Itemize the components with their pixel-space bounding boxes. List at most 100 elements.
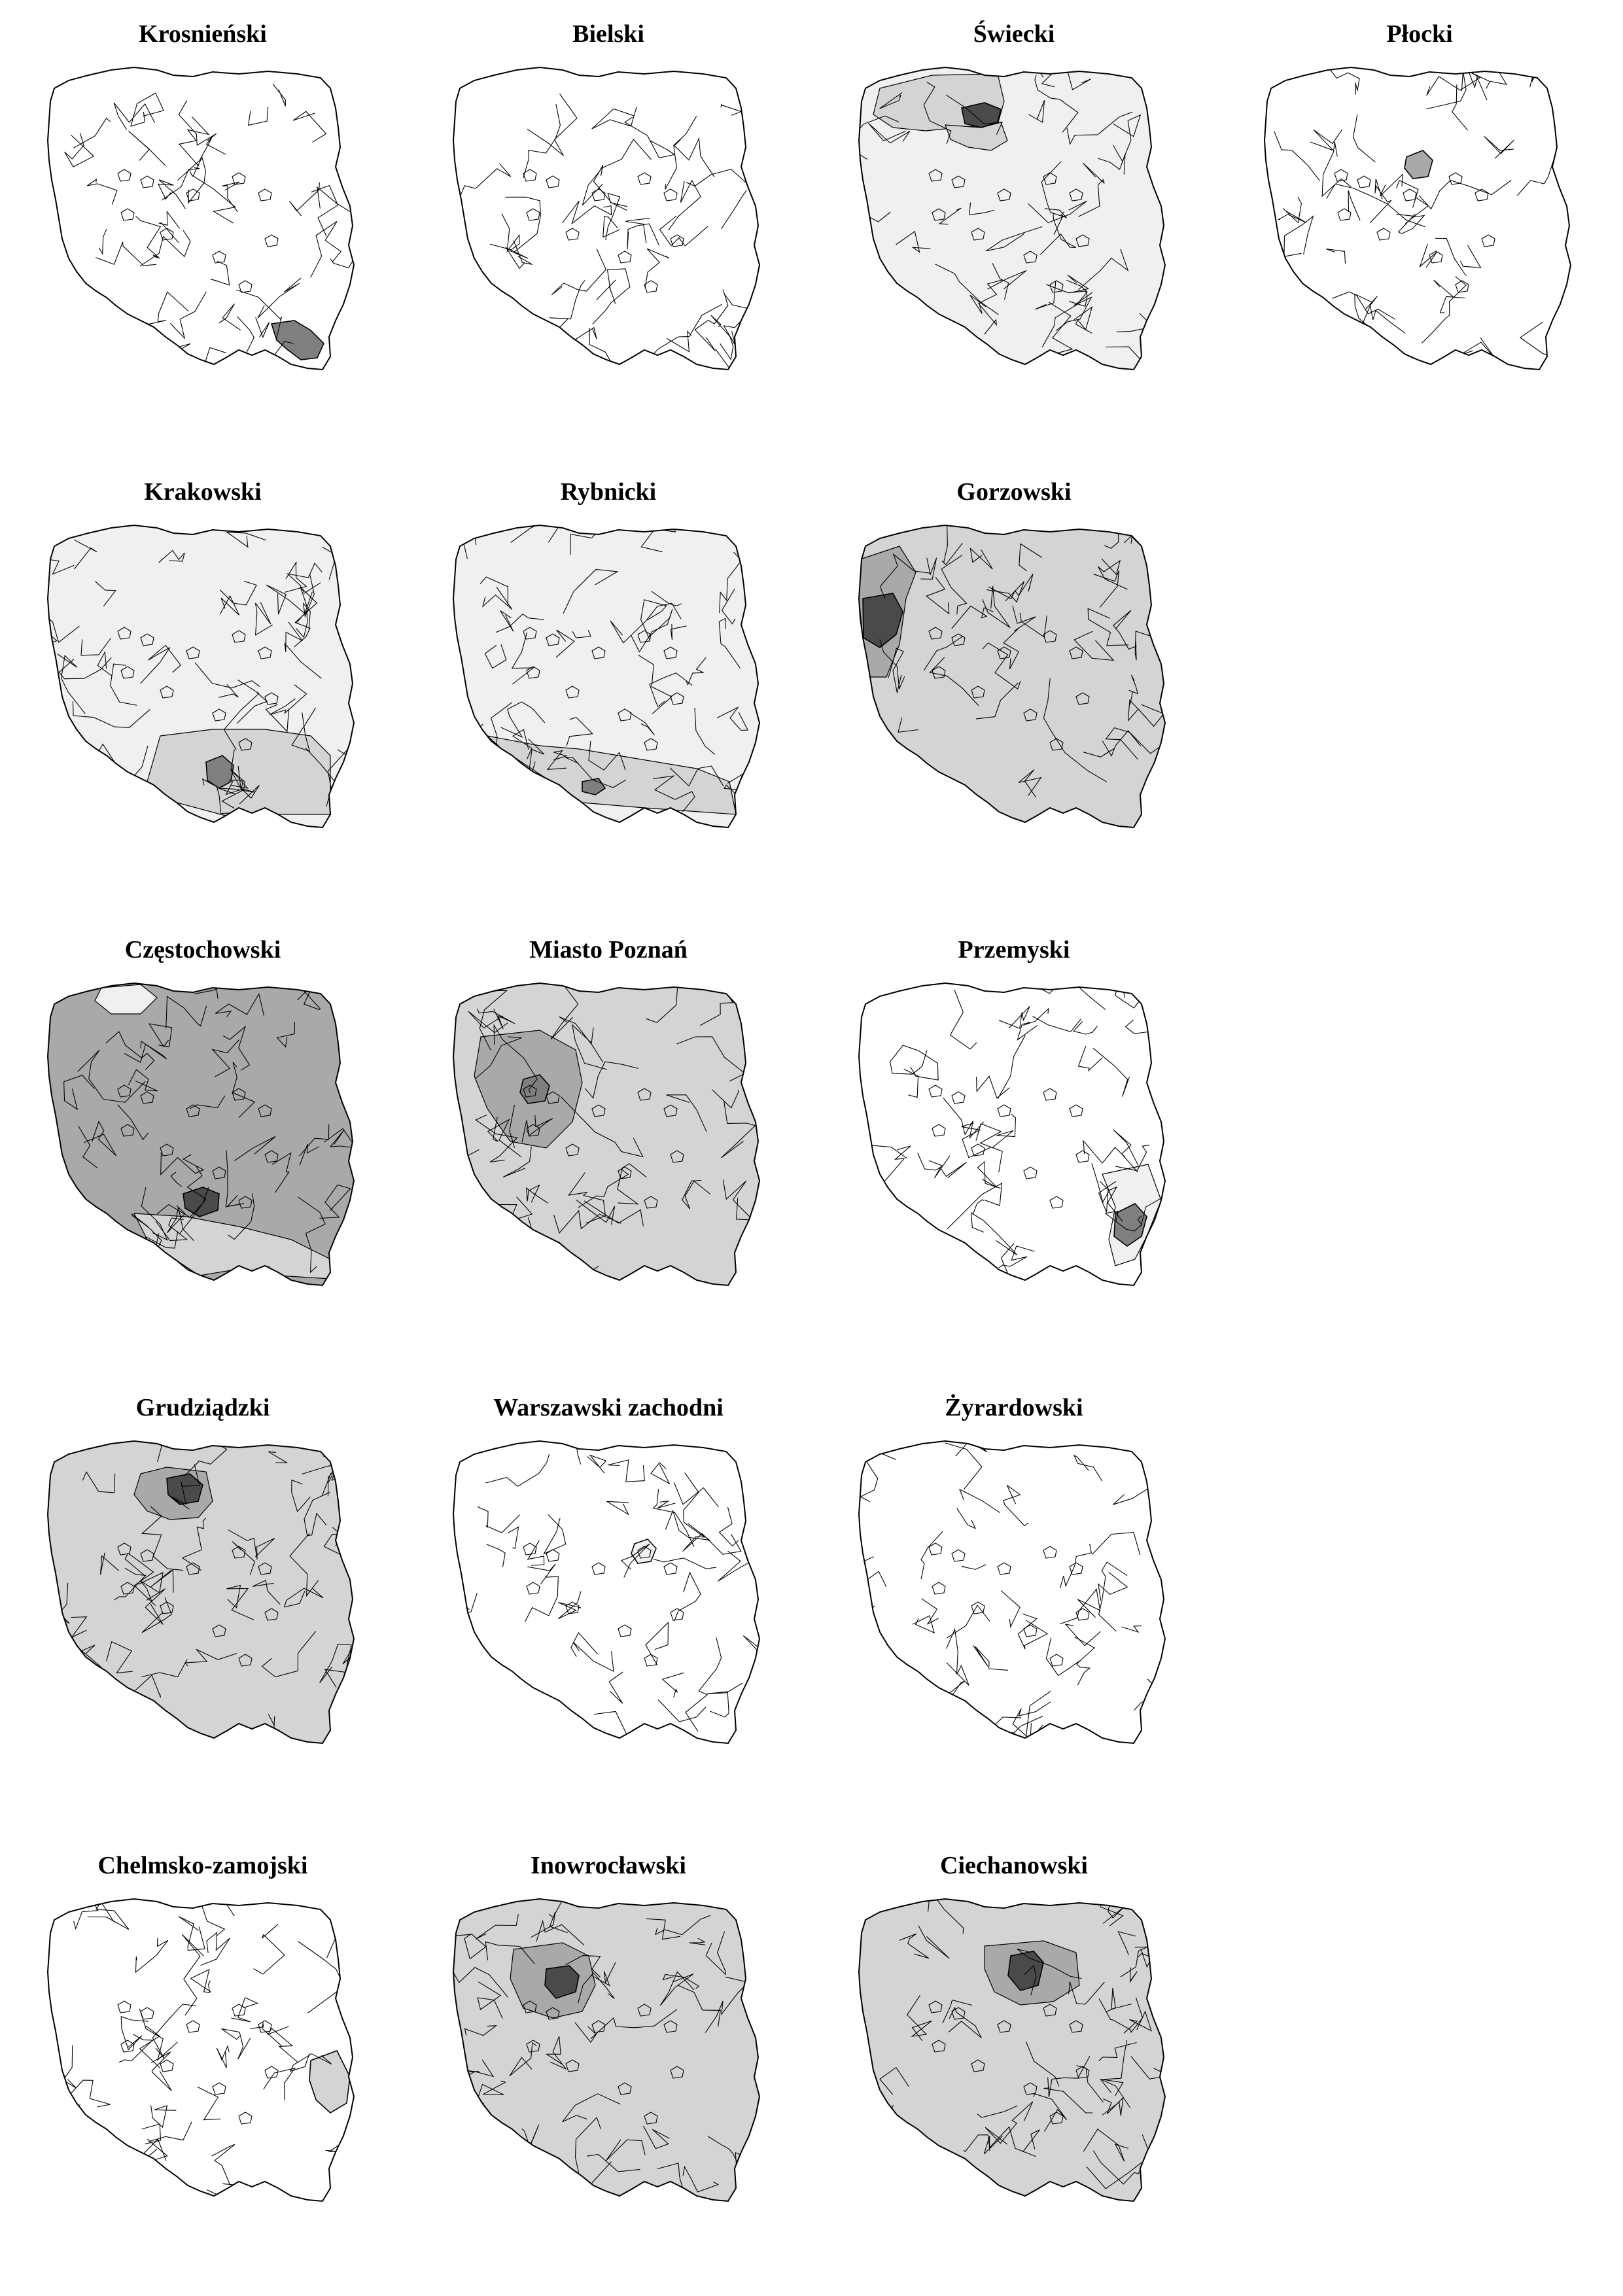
district-border: [637, 630, 652, 643]
district-border: [1098, 2042, 1137, 2062]
district-border: [718, 1506, 739, 1547]
district-border: [618, 2082, 632, 2095]
district-border: [496, 614, 544, 633]
district-border: [972, 1644, 1009, 1671]
district-border: [975, 1075, 1010, 1099]
district-border: [716, 706, 748, 731]
poland-map-svg: [858, 1898, 1166, 2202]
district-border: [178, 116, 210, 167]
district-border: [132, 1269, 154, 1285]
country-outline: [858, 982, 1166, 1287]
map-panel-grudziadzki: Grudziądzki: [13, 1380, 393, 1838]
district-border: [84, 1121, 117, 1157]
district-border: [474, 2127, 511, 2154]
country-outline: [46, 1898, 355, 2202]
district-border: [475, 1036, 522, 1079]
district-border: [625, 218, 650, 243]
district-border: [958, 1488, 1000, 1513]
district-border: [1022, 1007, 1049, 1026]
district-border: [987, 270, 1027, 290]
district-border: [521, 2124, 540, 2148]
district-border: [48, 610, 80, 646]
district-border: [480, 1709, 511, 1743]
district-border: [486, 1228, 518, 1250]
district-border: [212, 708, 226, 722]
focus-region: [183, 1187, 220, 1217]
district-border: [64, 2079, 111, 2108]
district-border: [918, 1925, 950, 1959]
district-border: [232, 341, 294, 370]
poland-map-svg: [858, 524, 1166, 829]
district-border: [670, 1150, 684, 1163]
district-border: [150, 2051, 172, 2091]
district-border: [523, 103, 561, 179]
district-border: [211, 1039, 239, 1077]
district-border: [617, 1163, 647, 1205]
district-border: [1060, 1588, 1101, 1625]
district-border: [272, 84, 286, 107]
poland-map-svg: [452, 66, 761, 371]
district-border: [98, 2168, 145, 2193]
district-border: [526, 2040, 540, 2053]
district-border: [663, 646, 678, 659]
district-border: [155, 1217, 188, 1242]
district-border: [998, 1006, 1030, 1029]
district-border: [120, 2016, 149, 2051]
country-outline: [46, 982, 355, 1287]
district-border: [1083, 748, 1114, 757]
country-outline: [858, 1898, 1166, 2202]
focus-region: [205, 755, 234, 789]
district-border: [574, 2022, 597, 2044]
district-border: [646, 984, 678, 1023]
district-border: [97, 651, 112, 676]
district-border: [982, 585, 1011, 628]
country-fill: [859, 1899, 1165, 2201]
poland-map: [854, 1894, 1174, 2240]
district-border: [925, 577, 950, 615]
district-border: [1019, 543, 1043, 572]
district-border: [299, 1124, 330, 1157]
poland-map-svg: [46, 1440, 355, 1745]
district-border: [1516, 158, 1555, 196]
district-border: [1055, 292, 1093, 332]
district-border: [1069, 2020, 1083, 2033]
district-border: [870, 352, 890, 370]
country-outline: [858, 524, 1166, 829]
district-border: [1123, 2010, 1152, 2034]
district-border: [971, 228, 985, 241]
district-border: [216, 2045, 230, 2068]
district-border: [1092, 1047, 1130, 1097]
district-border: [1047, 2056, 1091, 2097]
district-border: [576, 1199, 616, 1225]
district-border: [284, 621, 322, 679]
district-border: [859, 115, 899, 160]
district-border: [742, 1635, 759, 1724]
district-border: [1041, 161, 1064, 235]
district-border: [1003, 1484, 1029, 1527]
district-border: [1104, 1210, 1143, 1232]
district-border: [548, 525, 606, 555]
district-border: [723, 773, 743, 800]
district-border: [899, 1933, 930, 1959]
district-border: [525, 1184, 549, 1204]
district-border: [1000, 1590, 1021, 1629]
poland-map: [43, 1436, 363, 1783]
map-panel-swiecki: Świecki: [824, 7, 1204, 464]
district-border: [523, 1085, 537, 1098]
district-border: [920, 1531, 943, 1580]
district-border: [565, 1143, 580, 1157]
district-border: [960, 1564, 986, 1570]
district-border: [924, 635, 964, 670]
district-border: [527, 94, 578, 156]
district-border: [975, 1123, 1003, 1173]
district-border: [653, 1557, 717, 1569]
district-border: [627, 223, 659, 250]
district-border: [929, 657, 979, 706]
district-border: [55, 288, 84, 334]
district-border: [665, 116, 697, 190]
district-border: [1069, 1104, 1083, 1117]
district-border: [699, 983, 734, 1026]
district-border: [562, 200, 612, 225]
district-border: [921, 1598, 939, 1625]
district-border: [453, 723, 483, 773]
